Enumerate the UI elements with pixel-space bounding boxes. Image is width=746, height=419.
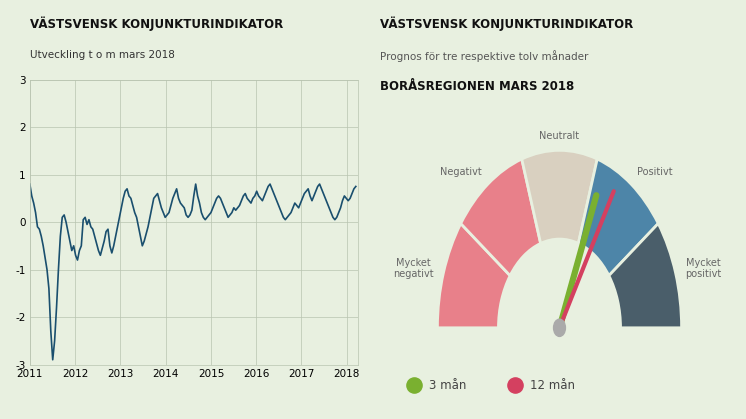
Text: Neutralt: Neutralt	[539, 131, 580, 140]
Text: Negativt: Negativt	[440, 167, 482, 177]
Point	[408, 382, 420, 389]
Wedge shape	[609, 223, 682, 328]
Circle shape	[554, 319, 565, 336]
Text: 12 mån: 12 mån	[530, 379, 574, 392]
Text: Utveckling t o m mars 2018: Utveckling t o m mars 2018	[30, 50, 175, 60]
Wedge shape	[461, 159, 541, 276]
Text: Mycket
negativt: Mycket negativt	[393, 258, 433, 279]
Text: VÄSTSVENSK KONJUNKTURINDIKATOR: VÄSTSVENSK KONJUNKTURINDIKATOR	[380, 17, 633, 31]
Text: Positivt: Positivt	[637, 167, 673, 177]
Text: VÄSTSVENSK KONJUNKTURINDIKATOR: VÄSTSVENSK KONJUNKTURINDIKATOR	[30, 17, 283, 31]
Wedge shape	[521, 150, 598, 243]
Text: Prognos för tre respektive tolv månader: Prognos för tre respektive tolv månader	[380, 50, 589, 62]
Point	[509, 382, 521, 389]
Wedge shape	[437, 223, 510, 328]
Text: BORÅSREGIONEN MARS 2018: BORÅSREGIONEN MARS 2018	[380, 80, 574, 93]
Text: Mycket
positivt: Mycket positivt	[686, 258, 721, 279]
Wedge shape	[578, 159, 658, 276]
Text: 3 mån: 3 mån	[429, 379, 466, 392]
